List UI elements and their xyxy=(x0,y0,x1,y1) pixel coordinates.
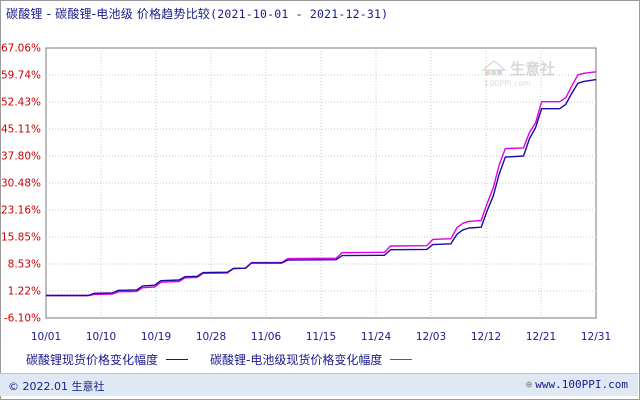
series-line-1 xyxy=(46,78,597,297)
watermark-logo: 生意社 100PPI.com xyxy=(480,60,555,88)
chart-title-text: 碳酸锂 - 碳酸锂-电池级 价格趋势比较 xyxy=(6,7,211,21)
x-tick-label: 12/31 xyxy=(581,331,611,343)
legend-swatch-series-1 xyxy=(166,359,189,360)
chart-series xyxy=(46,71,597,297)
chart-grid xyxy=(45,47,597,319)
chart-legend: 碳酸锂现货价格变化幅度 碳酸锂-电池级现货价格变化幅度 xyxy=(0,347,640,371)
y-tick-label: 23.16% xyxy=(1,205,41,217)
series-line-2 xyxy=(46,71,597,297)
globe-icon: ⊕ xyxy=(525,378,533,391)
footer-divider xyxy=(0,373,638,374)
legend-label-series-2: 碳酸锂-电池级现货价格变化幅度 xyxy=(210,353,383,367)
line-chart: 生意社 100PPI.com 67.06% 59.74% 52.43% 45.11% 3… xyxy=(1,43,611,344)
chart-title: 碳酸锂 - 碳酸锂-电池级 价格趋势比较(2021-10-01 - 2021-1… xyxy=(6,5,388,22)
y-tick-label: 67.06% xyxy=(1,43,41,55)
y-tick-label: 52.43% xyxy=(1,97,41,109)
watermark-subtext: 100PPI.com xyxy=(484,79,531,88)
y-tick-label: 15.85% xyxy=(1,232,41,244)
x-axis-ticks: 10/01 10/10 10/19 10/28 11/06 11/15 11/24 12/03… xyxy=(31,331,611,343)
watermark-house-icon xyxy=(480,60,508,75)
x-tick-label: 12/03 xyxy=(416,331,446,343)
y-tick-label: 1.22% xyxy=(8,286,41,298)
chart-date-range: (2021-10-01 - 2021-12-31) xyxy=(210,7,389,21)
x-tick-label: 12/21 xyxy=(526,331,556,343)
y-tick-label: 30.48% xyxy=(1,178,41,190)
footer-url-text[interactable]: www.100PPI.com xyxy=(535,378,628,391)
watermark-text: 生意社 xyxy=(510,60,555,78)
legend-item-series-2: 碳酸锂-电池级现货价格变化幅度 xyxy=(210,351,413,368)
y-tick-label: 8.53% xyxy=(8,259,41,271)
y-tick-label: 37.80% xyxy=(1,151,41,163)
y-tick-label: 59.74% xyxy=(1,70,41,82)
x-tick-label: 11/15 xyxy=(306,331,336,343)
legend-item-series-1: 碳酸锂现货价格变化幅度 xyxy=(26,351,189,368)
footer-url[interactable]: ⊕ www.100PPI.com xyxy=(526,378,628,391)
x-tick-label: 12/12 xyxy=(471,331,501,343)
legend-label-series-1: 碳酸锂现货价格变化幅度 xyxy=(26,353,159,367)
x-tick-label: 10/28 xyxy=(196,331,226,343)
x-tick-label: 10/10 xyxy=(86,331,116,343)
x-tick-label: 11/06 xyxy=(251,331,282,343)
y-axis-ticks: 67.06% 59.74% 52.43% 45.11% 37.80% 30.48% 23.1… xyxy=(1,43,41,325)
legend-swatch-series-2 xyxy=(390,359,413,360)
x-tick-label: 11/24 xyxy=(361,331,392,343)
x-tick-label: 10/01 xyxy=(31,331,61,343)
footer-bar: © 2022.01 生意社 ⊕ www.100PPI.com xyxy=(0,374,638,396)
footer-copyright: © 2022.01 生意社 xyxy=(8,380,105,393)
x-tick-label: 10/19 xyxy=(141,331,171,343)
y-tick-label: -6.10% xyxy=(4,313,41,325)
y-tick-label: 45.11% xyxy=(1,124,41,136)
